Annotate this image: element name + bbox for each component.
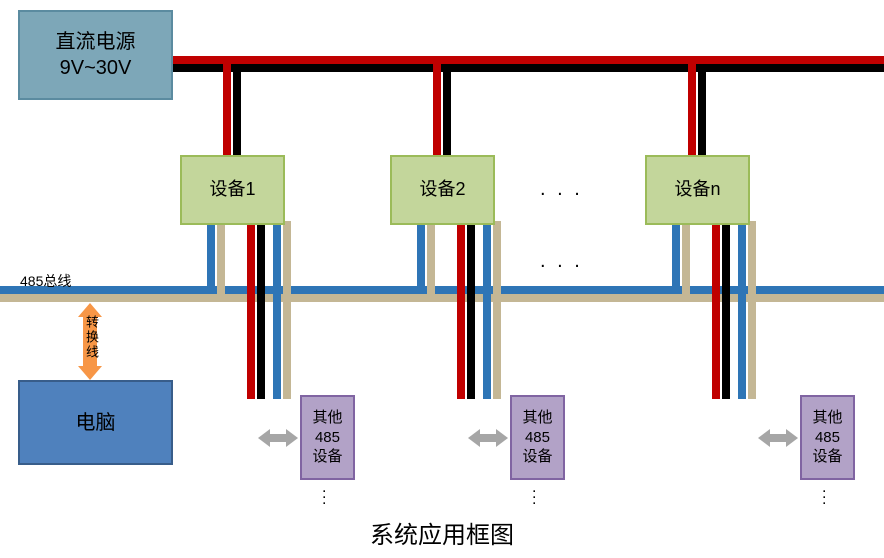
device-box-3: 设备n <box>645 155 750 225</box>
power-supply-box: 直流电源 9V~30V <box>18 10 173 100</box>
device-box-2: 设备2 <box>390 155 495 225</box>
bus-485-label: 485总线 <box>20 271 71 291</box>
convert-arrow-label: 转换线 <box>82 315 101 360</box>
diagram-title: 系统应用框图 <box>0 515 884 550</box>
other-485-box-1: 其他 485 设备 <box>300 395 355 480</box>
ellipsis-below-1: . . . <box>322 485 329 503</box>
other-485-box-3: 其他 485 设备 <box>800 395 855 480</box>
ellipsis-below-3: . . . <box>822 485 829 503</box>
ellipsis-between-2: . . . <box>540 250 583 273</box>
computer-box: 电脑 <box>18 380 173 465</box>
other-485-box-2: 其他 485 设备 <box>510 395 565 480</box>
ellipsis-between-1: . . . <box>540 178 583 201</box>
ellipsis-below-2: . . . <box>532 485 539 503</box>
device-box-1: 设备1 <box>180 155 285 225</box>
